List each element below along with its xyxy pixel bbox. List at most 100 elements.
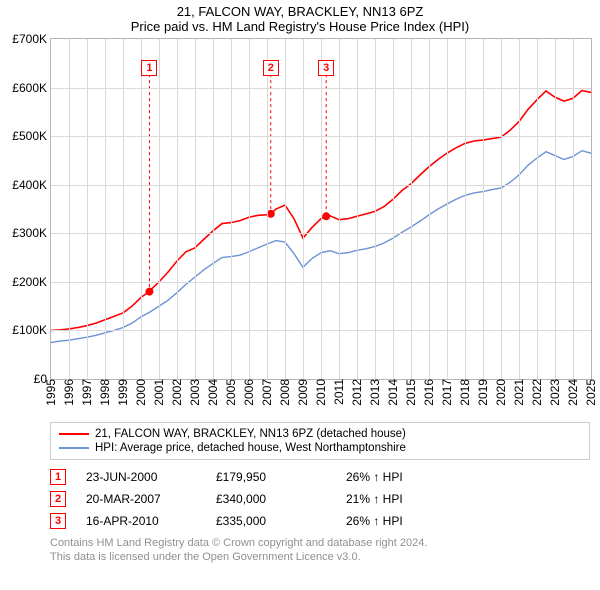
- x-tick-label: 2020: [494, 379, 508, 410]
- x-tick-label: 2006: [242, 379, 256, 410]
- x-tick-label: 2001: [152, 379, 166, 410]
- x-gridline: [105, 39, 106, 379]
- x-gridline: [69, 39, 70, 379]
- sales-table: 123-JUN-2000£179,95026% ↑ HPI220-MAR-200…: [50, 466, 590, 532]
- x-tick-label: 2010: [314, 379, 328, 410]
- x-gridline: [249, 39, 250, 379]
- x-tick-label: 1996: [62, 379, 76, 410]
- x-gridline: [267, 39, 268, 379]
- x-tick-label: 2015: [404, 379, 418, 410]
- y-tick-label: £400K: [12, 178, 47, 192]
- x-tick-label: 2004: [206, 379, 220, 410]
- y-tick-label: £600K: [12, 81, 47, 95]
- sales-row-marker: 1: [50, 469, 66, 485]
- x-tick-label: 2011: [332, 379, 346, 409]
- chart-title: 21, FALCON WAY, BRACKLEY, NN13 6PZ: [0, 0, 600, 19]
- footer-line-2: This data is licensed under the Open Gov…: [50, 550, 590, 564]
- sales-row: 1 23-JUN-2000£179,95026% ↑ HPI: [50, 466, 590, 488]
- chart-container: 21, FALCON WAY, BRACKLEY, NN13 6PZ Price…: [0, 0, 600, 590]
- sales-row-marker: 2: [50, 491, 66, 507]
- x-tick-label: 1999: [116, 379, 130, 410]
- x-tick-label: 2016: [422, 379, 436, 410]
- x-gridline: [285, 39, 286, 379]
- x-tick-label: 2008: [278, 379, 292, 410]
- x-tick-label: 2013: [368, 379, 382, 410]
- x-tick-label: 2019: [476, 379, 490, 410]
- x-tick-label: 1998: [98, 379, 112, 410]
- sale-marker-box: 1: [141, 60, 157, 76]
- sales-row-delta: 26% ↑ HPI: [346, 470, 403, 484]
- legend-label: HPI: Average price, detached house, West…: [95, 442, 406, 454]
- x-tick-label: 2021: [512, 379, 526, 410]
- x-tick-label: 2005: [224, 379, 238, 410]
- x-gridline: [555, 39, 556, 379]
- x-tick-label: 2009: [296, 379, 310, 410]
- legend-item: HPI: Average price, detached house, West…: [59, 441, 581, 455]
- x-tick-label: 2024: [566, 379, 580, 410]
- x-gridline: [159, 39, 160, 379]
- y-tick-label: £200K: [12, 275, 47, 289]
- chart-subtitle: Price paid vs. HM Land Registry's House …: [0, 19, 600, 38]
- x-gridline: [483, 39, 484, 379]
- y-tick-label: £300K: [12, 226, 47, 240]
- sales-row-marker: 3: [50, 513, 66, 529]
- footer-attribution: Contains HM Land Registry data © Crown c…: [50, 536, 590, 565]
- x-gridline: [141, 39, 142, 379]
- x-gridline: [429, 39, 430, 379]
- x-tick-label: 2025: [584, 379, 598, 410]
- x-tick-label: 2007: [260, 379, 274, 410]
- sales-row-date: 20-MAR-2007: [86, 492, 216, 506]
- x-tick-label: 2000: [134, 379, 148, 410]
- sale-marker-dot: [322, 212, 330, 220]
- y-tick-label: £500K: [12, 129, 47, 143]
- legend-swatch: [59, 433, 89, 435]
- legend-item: 21, FALCON WAY, BRACKLEY, NN13 6PZ (deta…: [59, 427, 581, 441]
- x-tick-label: 1995: [44, 379, 58, 410]
- x-gridline: [519, 39, 520, 379]
- x-tick-label: 2018: [458, 379, 472, 410]
- x-gridline: [537, 39, 538, 379]
- sale-marker-box: 2: [263, 60, 279, 76]
- x-gridline: [123, 39, 124, 379]
- footer-line-1: Contains HM Land Registry data © Crown c…: [50, 536, 590, 550]
- x-gridline: [465, 39, 466, 379]
- x-gridline: [195, 39, 196, 379]
- x-gridline: [573, 39, 574, 379]
- y-tick-label: £100K: [12, 323, 47, 337]
- x-gridline: [357, 39, 358, 379]
- x-tick-label: 2003: [188, 379, 202, 410]
- legend-swatch: [59, 447, 89, 449]
- x-gridline: [231, 39, 232, 379]
- x-tick-label: 2014: [386, 379, 400, 410]
- x-tick-label: 2022: [530, 379, 544, 410]
- sale-marker-box: 3: [318, 60, 334, 76]
- x-tick-label: 2023: [548, 379, 562, 410]
- sale-marker-dot: [145, 288, 153, 296]
- x-gridline: [375, 39, 376, 379]
- x-gridline: [213, 39, 214, 379]
- x-tick-label: 2002: [170, 379, 184, 410]
- sales-row-price: £179,950: [216, 470, 346, 484]
- x-gridline: [393, 39, 394, 379]
- legend: 21, FALCON WAY, BRACKLEY, NN13 6PZ (deta…: [50, 422, 590, 460]
- sales-row-date: 16-APR-2010: [86, 514, 216, 528]
- legend-label: 21, FALCON WAY, BRACKLEY, NN13 6PZ (deta…: [95, 428, 406, 440]
- x-gridline: [303, 39, 304, 379]
- x-tick-label: 2012: [350, 379, 364, 410]
- sales-row: 220-MAR-2007£340,00021% ↑ HPI: [50, 488, 590, 510]
- sales-row-date: 23-JUN-2000: [86, 470, 216, 484]
- sales-row-price: £340,000: [216, 492, 346, 506]
- sales-row-delta: 26% ↑ HPI: [346, 514, 403, 528]
- x-gridline: [87, 39, 88, 379]
- sales-row-price: £335,000: [216, 514, 346, 528]
- y-tick-label: £700K: [12, 32, 47, 46]
- x-gridline: [411, 39, 412, 379]
- x-gridline: [339, 39, 340, 379]
- x-gridline: [501, 39, 502, 379]
- x-gridline: [321, 39, 322, 379]
- sales-row: 3 16-APR-2010£335,00026% ↑ HPI: [50, 510, 590, 532]
- x-tick-label: 1997: [80, 379, 94, 410]
- plot-area: £0£100K£200K£300K£400K£500K£600K£700K199…: [50, 38, 592, 380]
- x-gridline: [177, 39, 178, 379]
- x-tick-label: 2017: [440, 379, 454, 410]
